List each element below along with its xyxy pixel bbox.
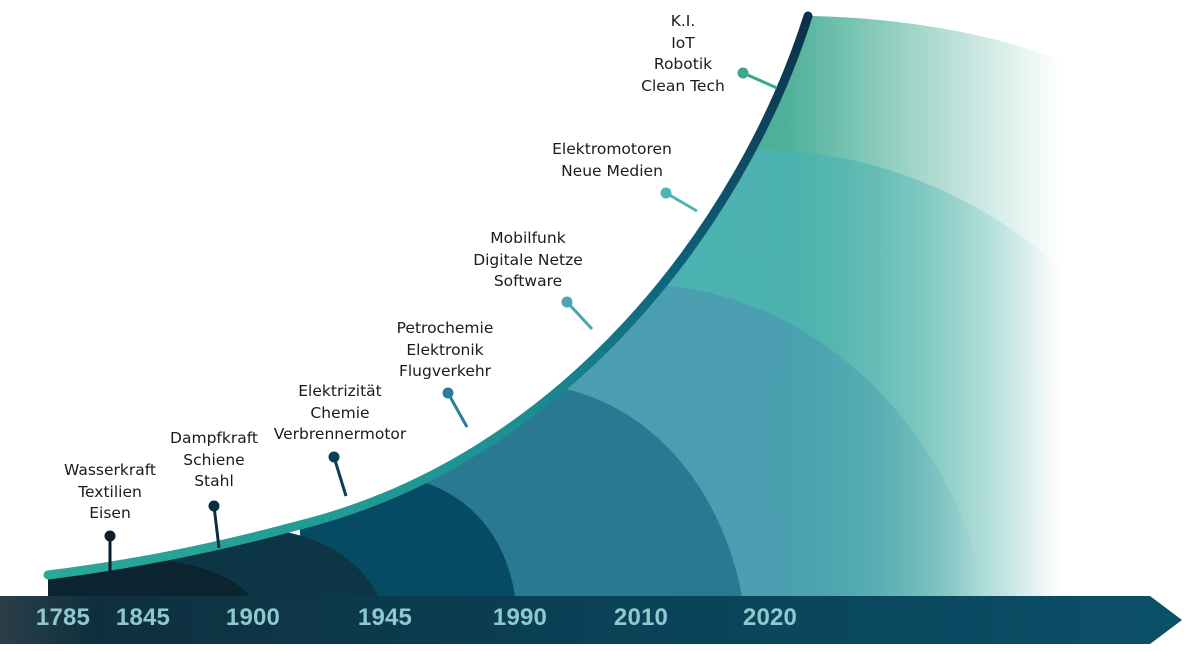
year-label: 1990 [492, 604, 548, 631]
label-line: Flugverkehr [398, 362, 492, 380]
label-line: Elektronik [406, 340, 484, 359]
wave-label-1: Wasserkraft Textilien Eisen [64, 460, 156, 525]
wave-label-4: Petrochemie Elektronik Flugverkehr [397, 318, 494, 383]
label-line: Verbrennermotor [273, 425, 407, 443]
label-line: Digitale Netze [473, 250, 583, 269]
wave-label-2: Dampfkraft Schiene Stahl [170, 428, 258, 493]
wave-label-7: K.I. IoT Robotik Clean Tech [641, 11, 725, 97]
label-line: Elektromotoren [552, 140, 672, 158]
label-line: K.I. [670, 12, 696, 30]
marker-5 [561, 296, 594, 331]
wave-markers [104, 67, 778, 572]
wave-label-6: Elektromotoren Neue Medien [552, 139, 672, 182]
label-line: Textilien [78, 482, 142, 501]
label-line: Dampfkraft [170, 429, 258, 447]
curve-mask [0, 0, 808, 575]
label-line: Petrochemie [396, 319, 494, 337]
year-label: 1945 [357, 604, 413, 631]
marker-7 [737, 67, 778, 90]
marker-3 [328, 451, 348, 497]
wave-label-5: Mobilfunk Digitale Netze Software [473, 228, 583, 293]
label-line: IoT [671, 33, 695, 52]
year-label: 2020 [742, 604, 798, 631]
marker-6 [660, 187, 698, 213]
year-label: 1785 [35, 604, 91, 631]
label-line: Robotik [653, 55, 713, 73]
label-line: Eisen [89, 504, 131, 522]
marker-1 [104, 530, 116, 572]
label-line: Elektrizität [298, 382, 382, 400]
year-label: 1900 [225, 604, 281, 631]
wave-label-3: Elektrizität Chemie Verbrennermotor [274, 381, 407, 446]
label-line: Software [493, 272, 563, 290]
marker-4 [442, 387, 469, 428]
label-line: Wasserkraft [63, 461, 157, 479]
label-line: Mobilfunk [490, 229, 566, 247]
label-line: Chemie [310, 403, 370, 422]
timeline-arrow [0, 596, 1182, 644]
year-label: 2010 [613, 604, 669, 631]
label-line: Neue Medien [561, 161, 663, 180]
label-line: Stahl [194, 472, 234, 490]
year-label: 1845 [115, 604, 171, 631]
label-line: Schiene [183, 450, 245, 469]
marker-2 [208, 500, 221, 549]
growth-curve [43, 11, 813, 580]
label-line: Clean Tech [641, 76, 725, 95]
